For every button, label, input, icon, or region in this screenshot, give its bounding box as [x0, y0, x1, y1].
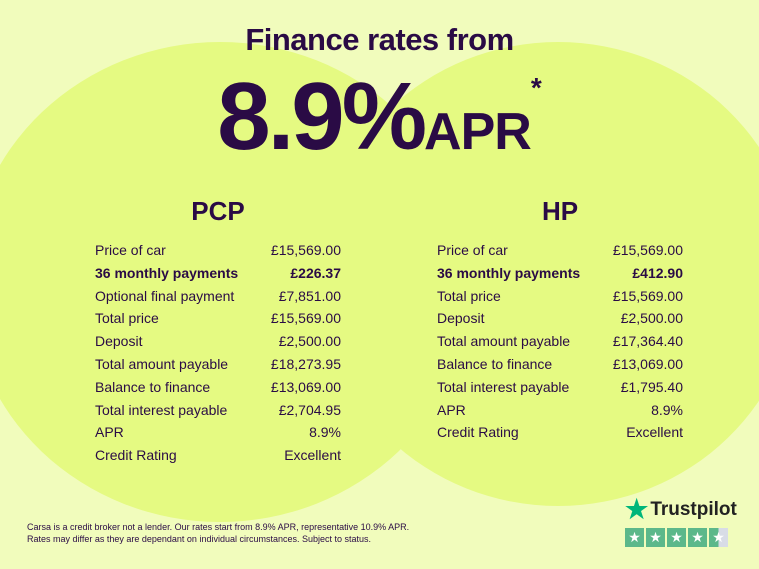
pcp-rows: Price of car £15,569.00 36 monthly payment…: [95, 239, 341, 467]
row-label: Total interest payable: [95, 401, 228, 418]
row-value: 8.9%: [651, 401, 683, 418]
row-value: £18,273.95: [270, 355, 341, 372]
trustpilot-logo: ★ Trustpilot: [625, 494, 737, 525]
table-row: Total interest payable £2,704.95: [95, 399, 341, 422]
row-label: 36 monthly payments: [437, 264, 581, 281]
table-row: Balance to finance £13,069.00: [95, 376, 341, 399]
row-label: Credit Rating: [437, 424, 519, 441]
table-row: Deposit £2,500.00: [437, 307, 683, 330]
row-value: 8.9%: [309, 424, 341, 441]
row-value: £15,569.00: [270, 310, 341, 327]
row-label: Total interest payable: [437, 378, 570, 395]
table-row: Deposit £2,500.00: [95, 330, 341, 353]
table-row: Balance to finance £13,069.00: [437, 353, 683, 376]
headline: Finance rates from: [245, 22, 514, 57]
row-label: Deposit: [95, 333, 143, 350]
hp-title: HP: [541, 196, 579, 226]
row-label: Total amount payable: [437, 333, 571, 350]
table-row: Price of car £15,569.00: [437, 239, 683, 262]
row-value: £15,569.00: [612, 287, 683, 304]
disclaimer-line: Carsa is a credit broker not a lender. O…: [27, 522, 410, 532]
row-value: £17,364.40: [612, 333, 683, 350]
hp-rows: Price of car £15,569.00 36 monthly payment…: [437, 239, 683, 444]
disclaimer-line: Rates may differ as they are dependant o…: [27, 534, 372, 544]
table-row: Total amount payable £18,273.95: [95, 353, 341, 376]
apr-label: APR: [424, 103, 532, 161]
row-value: £226.37: [290, 264, 341, 281]
trustpilot-badge[interactable]: ★ Trustpilot ★ ★ ★ ★ ★: [625, 494, 737, 547]
row-label: APR: [95, 424, 124, 441]
row-label: Credit Rating: [95, 447, 177, 464]
star-icon: ★: [688, 528, 707, 547]
table-row: APR 8.9%: [95, 421, 341, 444]
rate-value: 8.9%: [217, 63, 427, 170]
row-label: Balance to finance: [95, 378, 211, 395]
table-row: Total amount payable £17,364.40: [437, 330, 683, 353]
pcp-panel: PCP Price of car £15,569.00 36 monthly pay…: [95, 196, 341, 467]
row-value: £2,500.00: [278, 333, 341, 350]
table-row: Total interest payable £1,795.40: [437, 376, 683, 399]
row-value: £13,069.00: [270, 378, 341, 395]
row-value: £7,851.00: [278, 287, 341, 304]
row-label: Price of car: [95, 242, 166, 258]
table-row: APR 8.9%: [437, 399, 683, 422]
row-label: Total amount payable: [95, 355, 229, 372]
table-row: Total price £15,569.00: [437, 285, 683, 308]
star-icon: ★: [709, 528, 728, 547]
table-row: 36 monthly payments £226.37: [95, 262, 341, 285]
row-value: Excellent: [626, 424, 683, 441]
table-row: Total price £15,569.00: [95, 307, 341, 330]
trustpilot-name: Trustpilot: [650, 498, 737, 520]
hp-panel: HP Price of car £15,569.00 36 monthly paym…: [437, 196, 683, 444]
row-value: £2,704.95: [278, 401, 341, 418]
trustpilot-rating: ★ ★ ★ ★ ★: [625, 528, 737, 547]
pcp-title: PCP: [191, 196, 245, 226]
star-icon: ★: [625, 494, 649, 524]
row-label: Total price: [437, 287, 501, 304]
row-label: 36 monthly payments: [95, 264, 239, 281]
star-icon: ★: [646, 528, 665, 547]
row-value: £15,569.00: [270, 242, 341, 258]
row-label: Price of car: [437, 242, 508, 258]
table-row: Credit Rating Excellent: [437, 421, 683, 444]
row-value: Excellent: [284, 447, 341, 464]
table-row: Optional final payment £7,851.00: [95, 285, 341, 308]
table-row: 36 monthly payments £412.90: [437, 262, 683, 285]
row-value: £412.90: [632, 264, 683, 281]
row-label: APR: [437, 401, 466, 418]
row-value: £2,500.00: [620, 310, 683, 327]
row-label: Total price: [95, 310, 159, 327]
background-circle-right: [318, 42, 759, 506]
table-row: Price of car £15,569.00: [95, 239, 341, 262]
row-value: £15,569.00: [612, 242, 683, 258]
star-icon: ★: [625, 528, 644, 547]
star-icon: ★: [667, 528, 686, 547]
table-row: Credit Rating Excellent: [95, 444, 341, 467]
row-value: £13,069.00: [612, 355, 683, 372]
row-label: Balance to finance: [437, 355, 553, 372]
asterisk: *: [530, 72, 542, 103]
row-value: £1,795.40: [620, 378, 683, 395]
rate-headline: 8.9%APR*: [0, 62, 759, 172]
row-label: Deposit: [437, 310, 485, 327]
row-label: Optional final payment: [95, 287, 235, 304]
disclaimer: Carsa is a credit broker not a lender. O…: [27, 521, 409, 545]
